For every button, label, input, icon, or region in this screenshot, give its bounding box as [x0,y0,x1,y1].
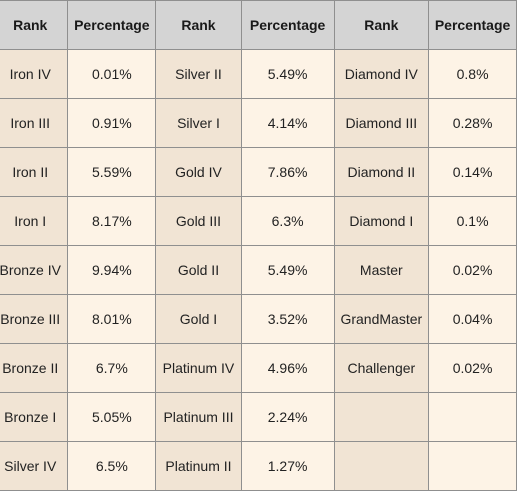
table-row: Bronze I 5.05% Platinum III 2.24% [0,392,517,442]
percentage-cell: 0.14% [428,147,517,197]
rank-cell: Diamond IV [333,49,430,99]
rank-cell: Iron I [0,196,69,246]
percentage-cell: 7.86% [240,147,335,197]
rank-cell: Gold III [155,196,242,246]
percentage-cell: 0.01% [67,49,157,99]
percentage-cell: 6.7% [67,343,157,393]
table-row: Iron III 0.91% Silver I 4.14% Diamond III 0.2… [0,98,517,148]
percentage-cell: 6.5% [67,441,157,491]
rank-cell: Challenger [333,343,430,393]
rank-cell: Gold I [155,294,242,344]
table-row: Silver IV 6.5% Platinum II 1.27% [0,441,517,491]
rank-cell: Platinum III [155,392,242,442]
percentage-cell: 5.59% [67,147,157,197]
percentage-cell: 6.3% [240,196,335,246]
percentage-cell: 8.01% [67,294,157,344]
rank-cell: Gold IV [155,147,242,197]
percentage-cell: 8.17% [67,196,157,246]
percentage-cell: 0.8% [428,49,517,99]
rank-cell: Gold II [155,245,242,295]
rank-cell: Bronze III [0,294,69,344]
column-header-percentage-3: Percentage [428,0,517,50]
percentage-cell: 9.94% [67,245,157,295]
rank-cell: Silver II [155,49,242,99]
percentage-cell: 5.49% [240,49,335,99]
rank-cell: GrandMaster [333,294,430,344]
table-row: Iron II 5.59% Gold IV 7.86% Diamond II 0.14% [0,147,517,197]
percentage-cell: 0.1% [428,196,517,246]
percentage-cell: 0.02% [428,245,517,295]
rank-cell: Silver I [155,98,242,148]
rank-cell: Master [333,245,430,295]
empty-cell [428,392,517,442]
rank-cell: Silver IV [0,441,69,491]
table-row: Bronze II 6.7% Platinum IV 4.96% Challenger 0… [0,343,517,393]
percentage-cell: 4.14% [240,98,335,148]
rank-cell: Diamond I [333,196,430,246]
rank-cell: Diamond II [333,147,430,197]
rank-cell: Bronze IV [0,245,69,295]
percentage-cell: 3.52% [240,294,335,344]
column-header-rank-2: Rank [155,0,242,50]
column-header-rank-1: Rank [0,0,69,50]
table-row: Iron I 8.17% Gold III 6.3% Diamond I 0.1% [0,196,517,246]
percentage-cell: 0.02% [428,343,517,393]
table-row: Bronze III 8.01% Gold I 3.52% GrandMaster 0.0… [0,294,517,344]
empty-cell [333,441,430,491]
percentage-cell: 5.49% [240,245,335,295]
rank-cell: Iron III [0,98,69,148]
empty-cell [333,392,430,442]
percentage-cell: 2.24% [240,392,335,442]
rank-cell: Iron IV [0,49,69,99]
header-row: Rank Percentage Rank Percentage Rank Per… [0,0,517,50]
rank-cell: Platinum II [155,441,242,491]
rank-cell: Bronze II [0,343,69,393]
percentage-cell: 0.91% [67,98,157,148]
percentage-cell: 0.28% [428,98,517,148]
column-header-percentage-2: Percentage [240,0,335,50]
rank-cell: Diamond III [333,98,430,148]
table-row: Iron IV 0.01% Silver II 5.49% Diamond IV 0.8% [0,49,517,99]
column-header-rank-3: Rank [333,0,430,50]
rank-cell: Iron II [0,147,69,197]
percentage-cell: 1.27% [240,441,335,491]
percentage-cell: 5.05% [67,392,157,442]
column-header-percentage-1: Percentage [67,0,157,50]
table-row: Bronze IV 9.94% Gold II 5.49% Master 0.02% [0,245,517,295]
rank-cell: Bronze I [0,392,69,442]
percentage-cell: 4.96% [240,343,335,393]
table-header: Rank Percentage Rank Percentage Rank Per… [0,0,517,50]
empty-cell [428,441,517,491]
table-body: Iron IV 0.01% Silver II 5.49% Diamond IV 0.8%… [0,49,517,491]
percentage-cell: 0.04% [428,294,517,344]
rank-cell: Platinum IV [155,343,242,393]
